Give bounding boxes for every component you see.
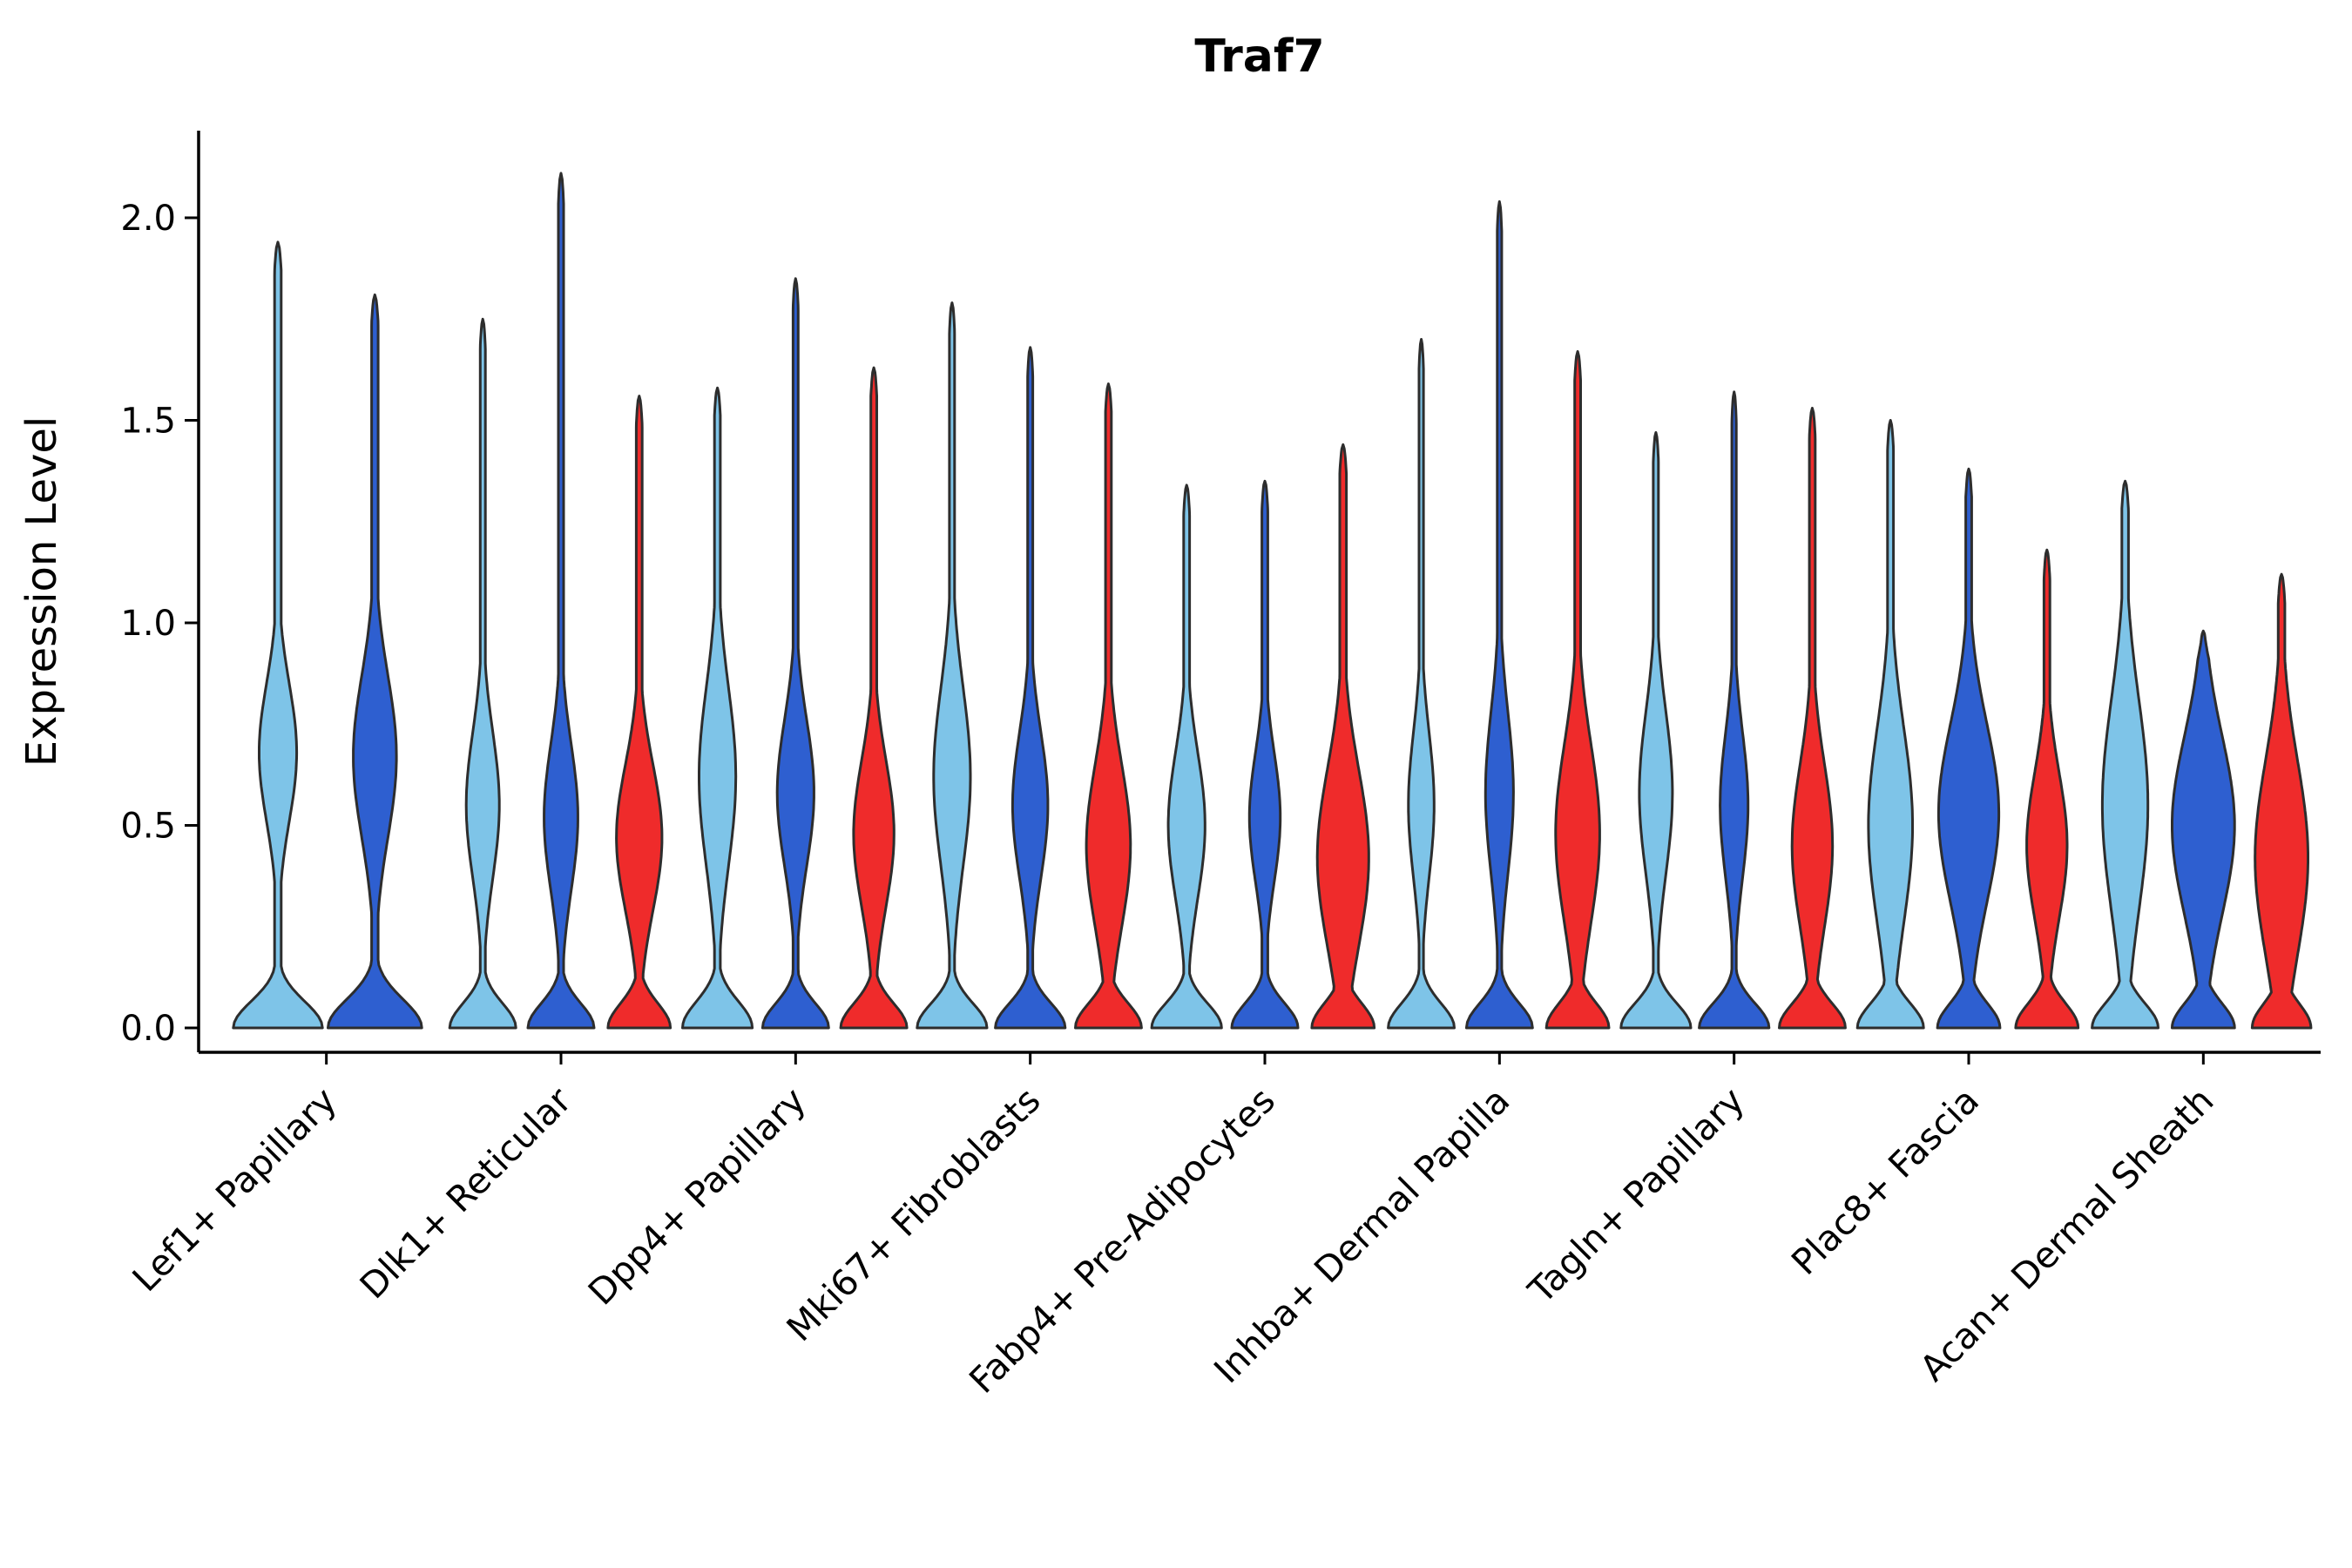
violin-group — [1387, 199, 1611, 1030]
violin-light_blue — [916, 301, 989, 1030]
violin-red — [1310, 443, 1376, 1030]
violin-dark_blue — [760, 277, 830, 1030]
violin-red — [606, 395, 672, 1030]
violin-light_blue — [1150, 483, 1223, 1030]
violin-light_blue — [2091, 479, 2159, 1030]
violin-light_blue — [1855, 419, 1925, 1030]
x-tick-label: Mki67+ Fibroblasts — [779, 1079, 1049, 1349]
violin-dark_blue — [994, 346, 1067, 1030]
violin-light_blue — [1619, 431, 1693, 1030]
y-tick-label: 1.0 — [120, 604, 176, 644]
violin-group — [2091, 479, 2313, 1030]
violins-layer — [232, 172, 2313, 1030]
x-tick-label: Tagln+ Papillary — [1520, 1079, 1753, 1312]
violin-dark_blue — [327, 293, 423, 1030]
violin-dark_blue — [1936, 467, 2002, 1030]
violin-group — [1150, 443, 1376, 1030]
x-tick-label: Lef1+ Papillary — [125, 1079, 345, 1300]
y-axis-label: Expression Level — [17, 416, 66, 767]
violin-dark_blue — [1230, 479, 1300, 1030]
violin-dark_blue — [526, 172, 596, 1030]
violin-light_blue — [448, 317, 517, 1030]
violin-group — [916, 301, 1143, 1030]
y-tick-label: 1.5 — [120, 402, 176, 442]
violin-group — [1855, 419, 2080, 1030]
x-tick-label: Dlk1+ Reticular — [352, 1079, 579, 1307]
y-tick-label: 0.0 — [120, 1009, 176, 1049]
violin-group — [681, 277, 909, 1030]
violin-red — [839, 366, 909, 1030]
violin-red — [2014, 548, 2080, 1030]
violin-red — [1778, 407, 1847, 1030]
y-tick-label: 0.5 — [120, 807, 176, 847]
x-tick-label: Dpp4+ Papillary — [580, 1079, 814, 1313]
violin-dark_blue — [2171, 629, 2236, 1030]
violin-red — [2250, 572, 2313, 1030]
violin-dark_blue — [1464, 199, 1534, 1030]
violin-group — [448, 172, 672, 1030]
violin-light_blue — [232, 240, 324, 1030]
violin-group — [1619, 390, 1847, 1030]
y-tick-label: 2.0 — [120, 199, 176, 239]
chart-title: Traf7 — [1194, 30, 1324, 83]
violin-dark_blue — [1698, 390, 1771, 1030]
violin-red — [1074, 382, 1143, 1030]
x-tick-label: Plac8+ Fascia — [1783, 1079, 1987, 1283]
violin-group — [232, 240, 423, 1030]
violin-light_blue — [681, 386, 754, 1030]
violin-light_blue — [1387, 338, 1456, 1030]
violin-red — [1544, 350, 1611, 1030]
